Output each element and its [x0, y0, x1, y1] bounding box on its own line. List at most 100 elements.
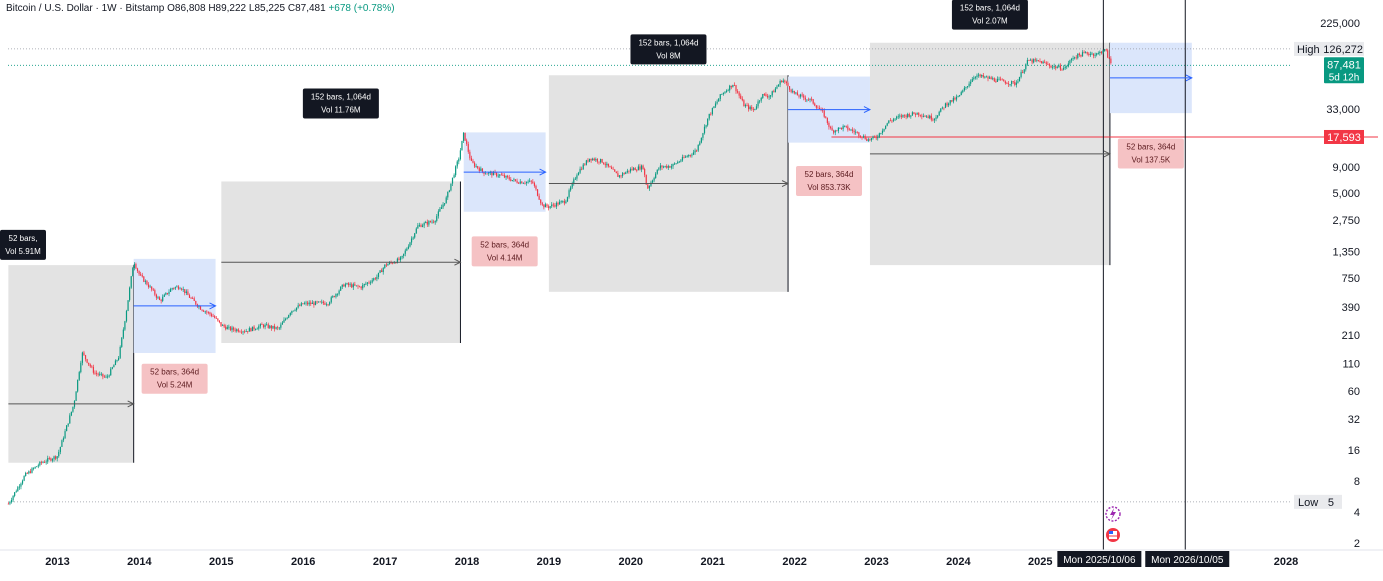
candle-body-684 [1085, 52, 1087, 54]
candle-body-46 [80, 362, 82, 373]
candle-body-299 [478, 168, 480, 171]
candle-body-241 [387, 264, 389, 266]
candle-body-49 [84, 355, 87, 360]
candle-body-67 [113, 365, 115, 368]
candle-body-113 [185, 291, 187, 294]
candle-body-629 [998, 78, 1000, 80]
open-value: O86,808 [167, 3, 206, 14]
candle-body-659 [1045, 62, 1047, 64]
candle-body-326 [521, 181, 523, 184]
candle-body-565 [897, 116, 899, 118]
candle-body-137 [223, 324, 225, 327]
candle-body-482 [766, 95, 769, 98]
candle-body-43 [75, 391, 77, 401]
cycle-arrow-0-head [454, 258, 462, 266]
candle-body-608 [965, 86, 967, 88]
candle-body-385 [614, 169, 616, 172]
candle-body-647 [1026, 60, 1028, 65]
candle-body-548 [870, 138, 873, 140]
candle-body-37 [66, 425, 68, 432]
candle-body-603 [957, 96, 959, 98]
candle-body-529 [840, 127, 843, 130]
candle-body-2 [10, 500, 13, 503]
candle-body-321 [513, 179, 515, 181]
candle-body-184 [297, 305, 299, 308]
price-tick-12: 16 [1348, 445, 1360, 457]
time-axis[interactable]: 2013 2014 2015 2016 2017 2018 2019 2020 2021 2022… [0, 549, 1383, 568]
candle-body-668 [1059, 65, 1062, 70]
candle-body-255 [409, 242, 411, 247]
candle-body-305 [488, 172, 490, 174]
candle-body-263 [421, 225, 424, 227]
candle-body-535 [850, 129, 852, 131]
candle-body-393 [626, 170, 628, 173]
candle-body-546 [867, 139, 869, 141]
candle-body-185 [299, 305, 301, 307]
bear-label-3-vol: Vol 137.5K [1132, 156, 1171, 165]
high-tag-bg [1294, 41, 1364, 56]
cycle-window-3 [8, 265, 134, 463]
candle-body-386 [615, 171, 617, 174]
candle-body-471 [749, 106, 751, 110]
candle-body-161 [261, 324, 263, 325]
candle-body-227 [365, 283, 367, 285]
candle-body-278 [445, 197, 447, 204]
candle-body-178 [288, 315, 290, 318]
candle-body-105 [173, 288, 175, 289]
candle-body-594 [943, 107, 945, 109]
candle-body-90 [149, 286, 151, 288]
candle-body-254 [407, 246, 410, 249]
candle-body-264 [423, 223, 425, 226]
candle-body-470 [748, 105, 750, 110]
candle-body-391 [623, 173, 625, 174]
candle-body-687 [1089, 54, 1091, 55]
candle-body-571 [907, 114, 909, 118]
candle-body-116 [190, 297, 192, 299]
candle-body-587 [932, 119, 934, 121]
candle-body-4 [14, 492, 16, 496]
candle-body-455 [724, 92, 726, 93]
candle-body-102 [168, 291, 170, 294]
candle-body-466 [741, 98, 743, 101]
candle-body-499 [793, 90, 795, 94]
candle-body-349 [557, 202, 559, 205]
candle-body-110 [181, 288, 183, 290]
bear-label-3-text: 52 bars, 364d [1126, 143, 1175, 152]
candle-body-206 [332, 296, 334, 298]
candle-body-324 [518, 182, 520, 184]
lightning-event-icon[interactable] [1105, 506, 1121, 522]
candle-body-461 [733, 84, 736, 86]
candle-body-239 [384, 264, 386, 268]
candle-body-366 [584, 164, 586, 166]
candle-body-606 [962, 90, 964, 93]
candle-body-640 [1015, 82, 1017, 85]
price-tick-7: 390 [1342, 302, 1360, 314]
candle-body-557 [885, 125, 887, 129]
us-flag-event-icon[interactable] [1106, 528, 1120, 542]
candle-body-82 [136, 268, 139, 272]
bear-label-0: 52 bars, 364d Vol 5.24M [141, 363, 208, 394]
bear-label-1: 52 bars, 364d Vol 4.14M [471, 236, 538, 267]
candle-body-360 [574, 178, 576, 180]
chart-header: Bitcoin / U.S. Dollar · 1W · Bitstamp O8… [6, 3, 395, 14]
candle-body-633 [1004, 81, 1006, 84]
candle-body-118 [193, 298, 195, 302]
candle-body-549 [872, 136, 874, 139]
candle-body-25 [47, 458, 49, 462]
candle-body-521 [828, 122, 830, 127]
candle-body-408 [650, 182, 652, 186]
candle-body-481 [765, 94, 767, 96]
candle-body-310 [496, 172, 498, 176]
candle-body-626 [993, 78, 995, 82]
candle-body-570 [905, 115, 907, 118]
candle-body-164 [266, 324, 268, 326]
candle-body-532 [845, 125, 847, 127]
candle-body-146 [237, 329, 239, 332]
candle-body-131 [214, 316, 216, 318]
candle-body-217 [349, 284, 351, 286]
price-axis[interactable]: 225,000 33,000 9,000 5,000 2,750 1,350 750 390 2… [1294, 18, 1364, 550]
low-value: L85,225 [248, 3, 286, 14]
candle-body-371 [592, 158, 594, 161]
candle-body-16 [32, 468, 35, 470]
